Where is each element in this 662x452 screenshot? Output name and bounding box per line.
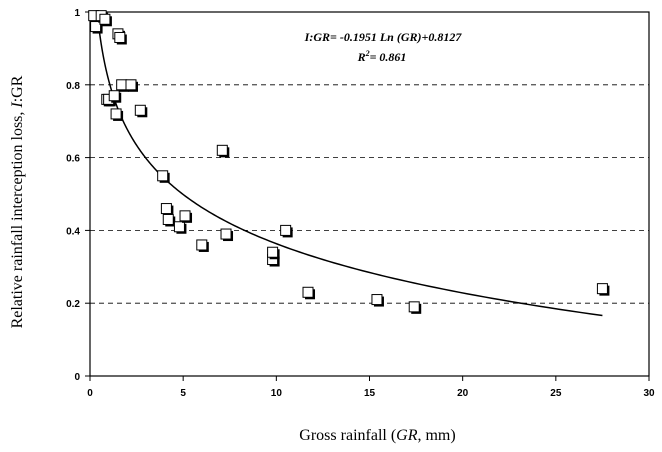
y-tick-label: 0 xyxy=(74,372,80,383)
data-point xyxy=(280,224,293,238)
data-point-marker xyxy=(110,108,122,120)
x-axis-title-part-1: Gross rainfall ( xyxy=(299,427,396,444)
data-point-marker xyxy=(116,79,128,91)
plot-area-frame xyxy=(89,11,650,377)
data-point xyxy=(596,283,610,296)
data-point-marker xyxy=(267,246,279,258)
x-axis-title-part-2: GR xyxy=(396,427,418,444)
data-point-marker xyxy=(596,283,608,295)
data-point-marker xyxy=(162,213,174,225)
data-point xyxy=(216,144,230,158)
data-point-marker xyxy=(90,21,102,33)
y-axis-title: Relative rainfall interception loss, I:G… xyxy=(9,75,26,328)
data-point xyxy=(114,31,127,45)
data-point xyxy=(371,294,384,307)
y-axis-title-part-1: Relative rainfall interception loss, xyxy=(9,108,26,329)
data-point xyxy=(110,108,124,121)
x-tick-label: 5 xyxy=(180,388,186,399)
y-tick-label: 0.6 xyxy=(66,154,80,165)
data-points xyxy=(88,10,610,314)
data-point-marker xyxy=(157,170,169,182)
x-tick-label: 25 xyxy=(550,388,562,399)
r-squared-label: R2= 0.861 xyxy=(357,49,407,64)
data-point-marker xyxy=(160,203,172,215)
data-point-marker xyxy=(134,104,146,116)
data-point xyxy=(408,301,422,314)
data-point-marker xyxy=(108,90,120,102)
x-tick-label: 20 xyxy=(457,388,469,399)
data-point-marker xyxy=(173,221,185,233)
data-point xyxy=(196,239,209,252)
x-tick-label: 0 xyxy=(87,388,93,399)
data-point xyxy=(99,13,112,27)
r-squared-value: = 0.861 xyxy=(370,50,407,64)
x-tick-label: 10 xyxy=(271,388,283,399)
axis-ticks: 00.20.40.60.810 5 10 15 20 25 30 xyxy=(66,8,655,399)
data-point-marker xyxy=(302,286,314,298)
data-point xyxy=(134,104,148,118)
data-point xyxy=(173,221,187,234)
r-squared-superscript: 2 xyxy=(365,49,370,58)
data-point xyxy=(179,210,193,223)
y-tick-label: 0.4 xyxy=(66,226,80,237)
data-point-marker xyxy=(114,31,126,43)
data-point-marker xyxy=(125,79,137,91)
x-axis-title-part-3: , mm) xyxy=(417,427,455,444)
data-point-marker xyxy=(220,228,232,240)
data-point xyxy=(125,79,138,92)
data-point xyxy=(267,246,280,260)
y-tick-label: 0.2 xyxy=(66,299,80,310)
data-point-marker xyxy=(99,13,111,25)
data-point-marker xyxy=(280,224,292,236)
y-axis-title-part-2: I xyxy=(9,102,26,109)
data-point xyxy=(160,203,174,216)
r-squared-symbol: R xyxy=(357,50,366,64)
data-point-marker xyxy=(408,301,420,313)
fit-curve xyxy=(96,11,603,317)
data-point-marker xyxy=(179,210,191,222)
x-tick-label: 30 xyxy=(643,388,655,399)
gridlines xyxy=(90,84,649,304)
y-axis-title-part-3: :GR xyxy=(9,75,26,102)
data-point xyxy=(302,286,316,300)
x-axis-title: Gross rainfall (GR, mm) xyxy=(299,427,455,444)
data-point xyxy=(162,213,176,227)
fit-curve-group xyxy=(96,11,603,317)
data-point xyxy=(220,228,234,242)
y-tick-label: 0.8 xyxy=(66,81,80,92)
data-point xyxy=(157,170,170,183)
data-point-marker xyxy=(216,144,228,156)
data-point xyxy=(108,90,122,103)
fit-equation: I:GR= -0.1951 Ln (GR)+0.8127 xyxy=(304,30,463,44)
data-point-marker xyxy=(371,294,383,306)
data-point-marker xyxy=(196,239,208,251)
x-tick-label: 15 xyxy=(364,388,376,399)
data-point xyxy=(90,21,103,34)
y-tick-label: 1 xyxy=(74,8,80,19)
